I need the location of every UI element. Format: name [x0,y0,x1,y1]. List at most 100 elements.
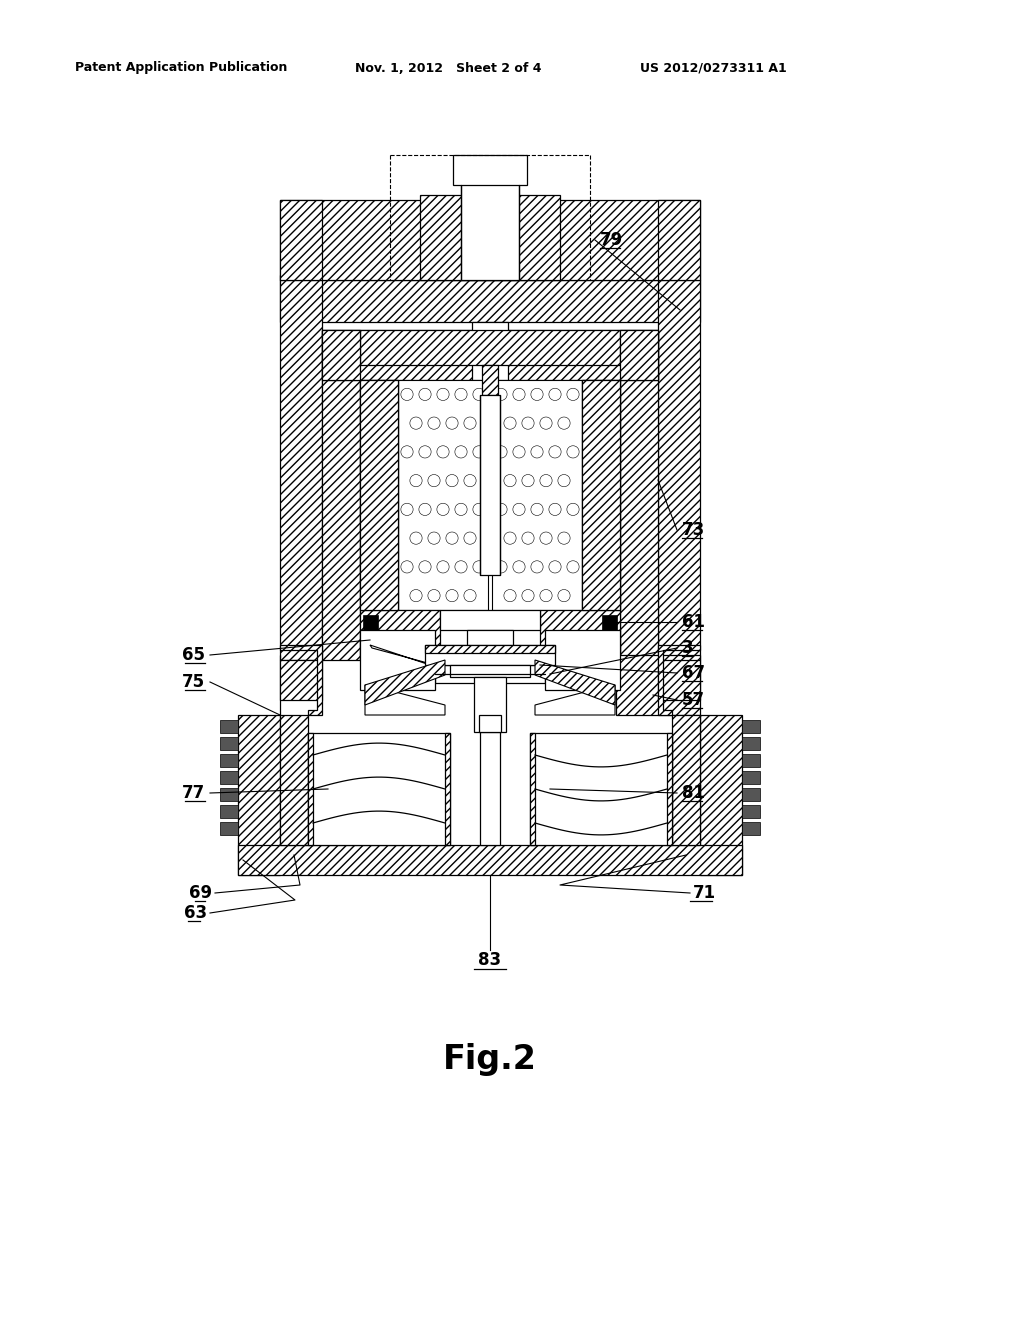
Circle shape [428,532,440,544]
Circle shape [437,388,450,400]
Circle shape [437,503,450,516]
Circle shape [473,561,485,573]
Circle shape [549,503,561,516]
Bar [362,615,378,630]
Polygon shape [365,660,445,705]
Bar [360,630,435,690]
Bar [582,380,620,610]
Bar [530,733,535,845]
Circle shape [540,532,552,544]
Text: 73: 73 [682,521,706,539]
Bar [360,610,440,660]
Circle shape [567,446,580,458]
Bar [742,805,760,818]
Bar [472,322,508,380]
Circle shape [530,503,543,516]
Bar [308,733,450,845]
Circle shape [464,417,476,429]
Bar [280,280,322,660]
Circle shape [549,446,561,458]
Circle shape [473,503,485,516]
Bar [220,822,238,836]
Circle shape [513,388,525,400]
Bar [530,733,672,845]
Circle shape [428,474,440,487]
Bar [280,715,308,845]
Circle shape [504,417,516,429]
Circle shape [549,388,561,400]
Circle shape [400,503,413,516]
Bar [220,805,238,818]
Circle shape [504,532,516,544]
Bar [658,280,700,660]
Bar [445,733,450,845]
Bar [667,733,672,845]
Polygon shape [365,685,445,715]
Bar [360,380,398,610]
Circle shape [540,590,552,602]
Bar [482,366,498,395]
Bar [700,715,742,875]
Bar [280,201,322,280]
Circle shape [445,590,458,602]
Circle shape [464,474,476,487]
Circle shape [522,590,535,602]
Circle shape [419,446,431,458]
Bar [220,719,238,733]
Bar [492,380,582,610]
Bar [742,754,760,767]
Circle shape [400,388,413,400]
Circle shape [495,388,507,400]
Circle shape [400,446,413,458]
Circle shape [558,590,570,602]
Circle shape [558,474,570,487]
Text: Fig.2: Fig.2 [443,1044,537,1077]
Circle shape [428,590,440,602]
Polygon shape [658,660,700,700]
Bar [582,380,620,610]
Bar [742,771,760,784]
Bar [220,771,238,784]
Circle shape [410,590,422,602]
Bar [435,665,545,682]
Bar [616,655,700,715]
Bar [540,610,620,660]
Circle shape [455,388,467,400]
Polygon shape [453,154,527,280]
Circle shape [410,532,422,544]
Circle shape [567,561,580,573]
Text: Nov. 1, 2012   Sheet 2 of 4: Nov. 1, 2012 Sheet 2 of 4 [355,62,542,74]
Circle shape [504,590,516,602]
Circle shape [530,561,543,573]
Circle shape [455,561,467,573]
Bar [360,380,398,610]
Bar [545,630,620,690]
Circle shape [522,532,535,544]
Polygon shape [280,205,395,280]
Circle shape [540,417,552,429]
Bar [420,195,560,280]
Polygon shape [658,645,700,715]
Bar [467,630,513,665]
Text: 57: 57 [682,690,706,709]
Circle shape [419,561,431,573]
Bar [238,845,742,875]
Bar [480,395,500,576]
Bar [742,788,760,801]
Bar [398,380,488,610]
Bar [425,645,555,653]
Bar [450,665,530,677]
Circle shape [495,446,507,458]
Circle shape [464,590,476,602]
Text: 77: 77 [181,784,205,803]
Bar [280,280,700,322]
Circle shape [558,417,570,429]
Bar [220,754,238,767]
Circle shape [513,561,525,573]
Bar [476,685,504,715]
Circle shape [473,388,485,400]
Circle shape [410,417,422,429]
Circle shape [419,503,431,516]
Circle shape [522,474,535,487]
Polygon shape [280,645,322,715]
